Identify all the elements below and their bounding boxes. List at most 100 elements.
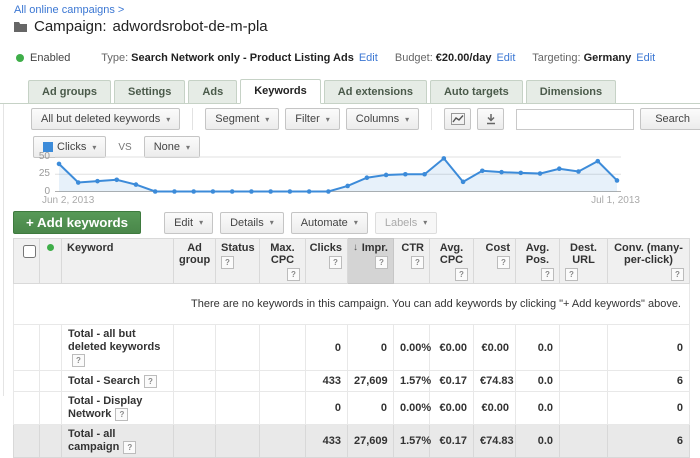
cell-clicks: 433 [305,424,348,458]
column-header-ad_group[interactable]: Ad group [173,238,216,284]
sort-desc-icon: ↓ [353,242,358,253]
column-header-max_cpc[interactable]: Max. CPC? [259,238,306,284]
total-label: Total - all but deleted keywords? [61,324,174,371]
type-edit-link[interactable]: Edit [358,52,378,64]
tab-auto-targets[interactable]: Auto targets [429,80,523,103]
data-point[interactable] [114,177,120,183]
data-point[interactable] [152,189,158,194]
campaign-folder-icon [14,21,27,32]
help-icon[interactable]: ? [411,256,424,269]
tab-settings[interactable]: Settings [114,80,186,103]
total-row-total-all-campaign: Total - all campaign? 433 27,609 1.57% €0.17… [13,424,690,458]
data-point[interactable] [422,171,427,177]
data-point[interactable] [364,175,370,180]
keyword-view-dropdown[interactable]: All but deleted keywords ▾ [31,108,181,130]
secondary-metric-dropdown[interactable]: None ▾ [143,136,201,158]
data-point[interactable] [287,189,293,194]
column-header-status_dot[interactable] [39,238,62,284]
column-header-select[interactable] [13,238,40,284]
search-button[interactable]: Search [640,108,700,130]
help-icon[interactable]: ? [115,408,129,421]
budget-edit-link[interactable]: Edit [496,52,516,64]
y-axis-tick-label: 0 [44,185,50,197]
help-icon[interactable]: ? [72,354,85,367]
edit-dropdown[interactable]: Edit ▾ [164,211,214,234]
keyword-actions-toolbar: + Add keywords Edit ▾ Details ▾ Automate ▾ … [13,211,438,234]
columns-dropdown[interactable]: Columns ▾ [345,108,420,130]
cell-clicks: 0 [305,391,348,425]
column-header-clicks[interactable]: Clicks? [305,238,348,284]
column-header-conv[interactable]: Conv. (many-per-click)? [607,238,690,284]
column-header-avg_cpc[interactable]: Avg. CPC? [429,238,474,284]
select-all-checkbox[interactable] [23,245,36,258]
column-header-status[interactable]: Status? [215,238,260,284]
data-point[interactable] [383,172,389,178]
data-point[interactable] [95,178,100,184]
column-header-keyword[interactable]: Keyword [61,238,174,284]
data-point[interactable] [75,180,81,185]
help-icon[interactable]: ? [565,268,578,281]
help-icon[interactable]: ? [123,441,137,454]
data-point[interactable] [229,189,235,194]
data-point[interactable] [441,156,447,161]
details-dropdown[interactable]: Details ▾ [220,211,284,234]
help-icon[interactable]: ? [221,256,234,269]
data-point[interactable] [499,169,504,175]
data-point[interactable] [595,158,601,164]
tab-dimensions[interactable]: Dimensions [525,80,617,103]
add-keywords-button[interactable]: + Add keywords [13,211,142,234]
tab-ad-extensions[interactable]: Ad extensions [323,80,427,103]
data-point[interactable] [403,171,408,177]
data-point[interactable] [191,189,196,194]
data-point[interactable] [556,166,562,172]
help-icon[interactable]: ? [671,268,684,281]
column-header-impr[interactable]: ↓ Impr.? [347,238,394,284]
vs-label: VS [118,141,132,153]
data-point[interactable] [326,189,331,194]
chevron-down-icon: ▾ [353,218,358,227]
search-input[interactable] [516,108,635,130]
data-point[interactable] [614,178,620,183]
breadcrumb-link-all-campaigns[interactable]: All online campaigns [14,4,115,16]
tab-keywords[interactable]: Keywords [240,79,321,104]
help-icon[interactable]: ? [143,374,157,388]
data-point[interactable] [576,169,581,174]
automate-dropdown[interactable]: Automate ▾ [290,211,368,234]
help-icon[interactable]: ? [329,256,342,269]
help-icon[interactable]: ? [455,268,468,281]
segment-dropdown[interactable]: Segment ▾ [205,108,280,130]
data-point[interactable] [210,189,216,194]
data-point[interactable] [268,189,273,194]
column-label: CTR [401,242,424,254]
tab-ads[interactable]: Ads [188,80,238,103]
toggle-graph-button[interactable] [444,108,472,130]
help-icon[interactable]: ? [375,256,388,269]
column-header-cost[interactable]: Cost? [473,238,516,284]
data-point[interactable] [56,161,62,167]
empty-message-row: There are no keywords in this campaign. … [13,283,690,325]
data-point[interactable] [306,189,312,194]
help-icon[interactable]: ? [497,256,510,269]
cell-conv: 0 [607,324,690,371]
tab-bar: Ad groups Settings Ads Keywords Ad extension… [0,79,700,104]
help-icon[interactable]: ? [287,268,300,281]
data-point[interactable] [172,189,177,194]
primary-metric-dropdown[interactable]: Clicks ▾ [33,136,107,158]
data-point[interactable] [537,171,543,176]
data-point[interactable] [133,182,139,187]
download-icon [486,114,495,125]
data-point[interactable] [345,183,350,189]
help-icon[interactable]: ? [541,268,554,281]
column-header-avg_pos[interactable]: Avg. Pos.? [515,238,560,284]
data-point[interactable] [518,170,524,176]
data-point[interactable] [480,168,485,174]
filter-dropdown[interactable]: Filter ▾ [285,108,340,130]
column-header-ctr[interactable]: CTR? [393,238,430,284]
cell-status [215,370,260,392]
data-point[interactable] [249,189,254,194]
tab-ad-groups[interactable]: Ad groups [28,80,111,103]
data-point[interactable] [460,179,466,185]
targeting-edit-link[interactable]: Edit [636,52,656,64]
download-report-button[interactable] [477,108,505,130]
column-header-dest_url[interactable]: Dest. URL? [559,238,608,284]
